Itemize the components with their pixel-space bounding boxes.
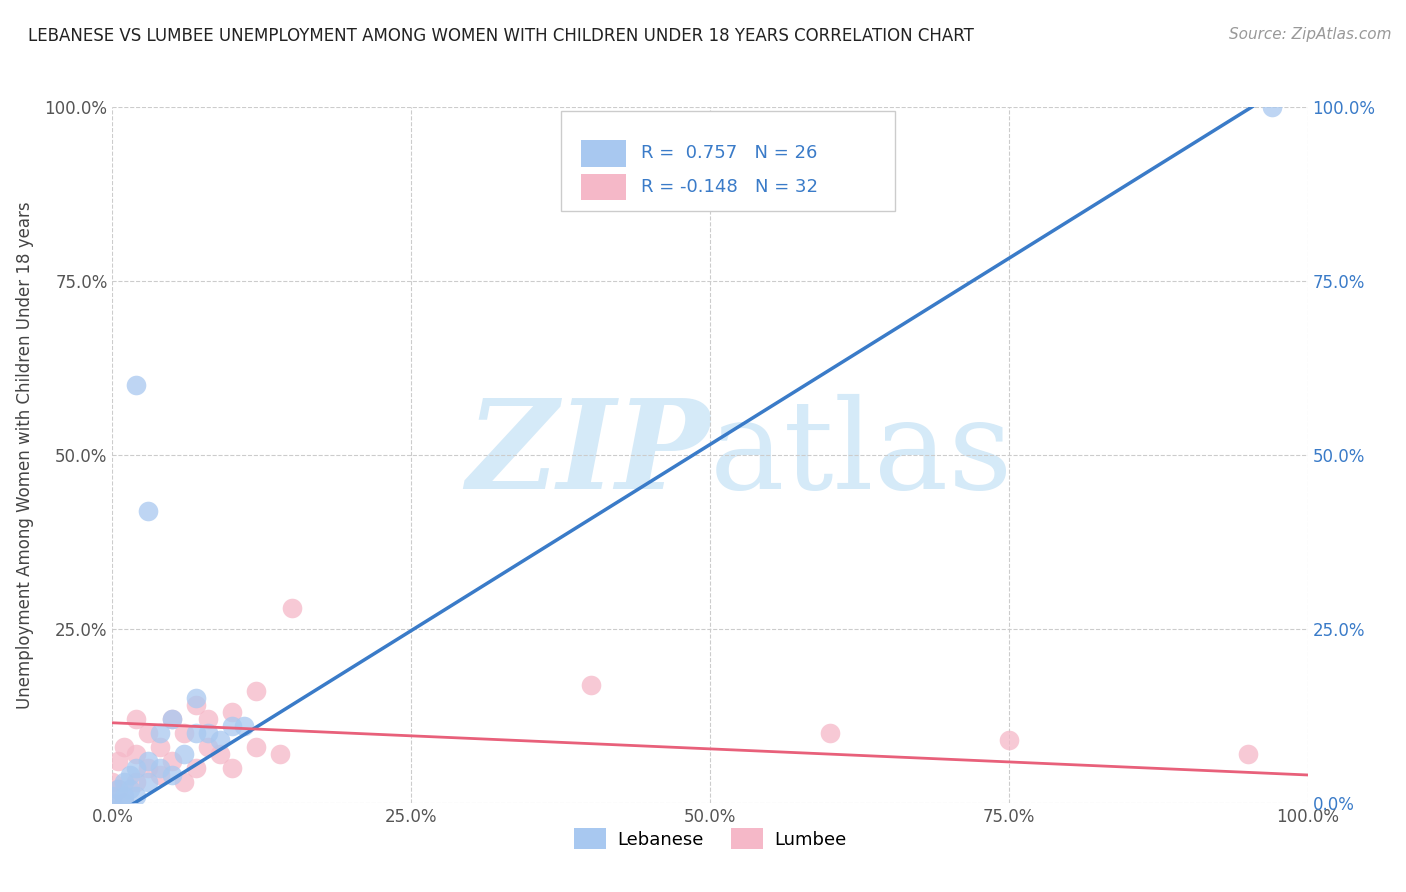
Point <box>107 796 129 810</box>
Point <box>125 712 148 726</box>
Text: R = -0.148   N = 32: R = -0.148 N = 32 <box>641 178 818 196</box>
Point <box>114 789 135 803</box>
Text: R =  0.757   N = 26: R = 0.757 N = 26 <box>641 145 817 162</box>
Legend: Lebanese, Lumbee: Lebanese, Lumbee <box>567 822 853 856</box>
Point <box>173 726 195 740</box>
Point <box>125 775 148 789</box>
Point <box>197 712 219 726</box>
Point <box>197 740 219 755</box>
Point <box>245 740 267 755</box>
Point <box>245 684 267 698</box>
Point <box>138 503 160 517</box>
Point <box>107 781 129 796</box>
Point <box>114 740 135 755</box>
Point <box>232 719 256 733</box>
Text: Source: ZipAtlas.com: Source: ZipAtlas.com <box>1229 27 1392 42</box>
Point <box>101 775 124 789</box>
Point <box>221 706 243 720</box>
Point <box>162 712 183 726</box>
Point <box>107 781 129 796</box>
Point <box>818 726 841 740</box>
Point <box>114 796 135 810</box>
Point <box>186 691 208 706</box>
Point <box>269 747 291 761</box>
Point <box>208 733 231 747</box>
Point <box>138 726 160 740</box>
Point <box>149 761 172 775</box>
Point <box>125 789 148 803</box>
Point <box>162 768 183 782</box>
Point <box>197 726 219 740</box>
Text: atlas: atlas <box>710 394 1014 516</box>
Point <box>114 775 135 789</box>
Point <box>107 754 129 768</box>
FancyBboxPatch shape <box>581 140 626 167</box>
Text: LEBANESE VS LUMBEE UNEMPLOYMENT AMONG WOMEN WITH CHILDREN UNDER 18 YEARS CORRELA: LEBANESE VS LUMBEE UNEMPLOYMENT AMONG WO… <box>28 27 974 45</box>
FancyBboxPatch shape <box>561 111 896 211</box>
Point <box>162 754 183 768</box>
Point <box>221 719 243 733</box>
Point <box>125 761 148 775</box>
Point <box>186 726 208 740</box>
Point <box>138 775 160 789</box>
Point <box>138 761 160 775</box>
Point <box>186 761 208 775</box>
Point <box>1260 100 1282 114</box>
Point <box>125 747 148 761</box>
Point <box>186 698 208 713</box>
FancyBboxPatch shape <box>581 174 626 201</box>
Point <box>998 733 1021 747</box>
Point <box>1237 747 1260 761</box>
Y-axis label: Unemployment Among Women with Children Under 18 years: Unemployment Among Women with Children U… <box>15 201 34 709</box>
Point <box>114 796 135 810</box>
Point <box>149 726 172 740</box>
Point <box>579 677 602 691</box>
Point <box>173 747 195 761</box>
Point <box>162 712 183 726</box>
Text: ZIP: ZIP <box>467 394 710 516</box>
Point <box>138 754 160 768</box>
Point <box>208 747 231 761</box>
Point <box>281 601 304 615</box>
Point <box>101 789 124 803</box>
Point <box>120 768 142 782</box>
Point <box>125 378 148 392</box>
Point <box>173 775 195 789</box>
Point <box>149 768 172 782</box>
Point <box>120 781 142 796</box>
Point <box>221 761 243 775</box>
Point <box>149 740 172 755</box>
Point <box>101 796 124 810</box>
